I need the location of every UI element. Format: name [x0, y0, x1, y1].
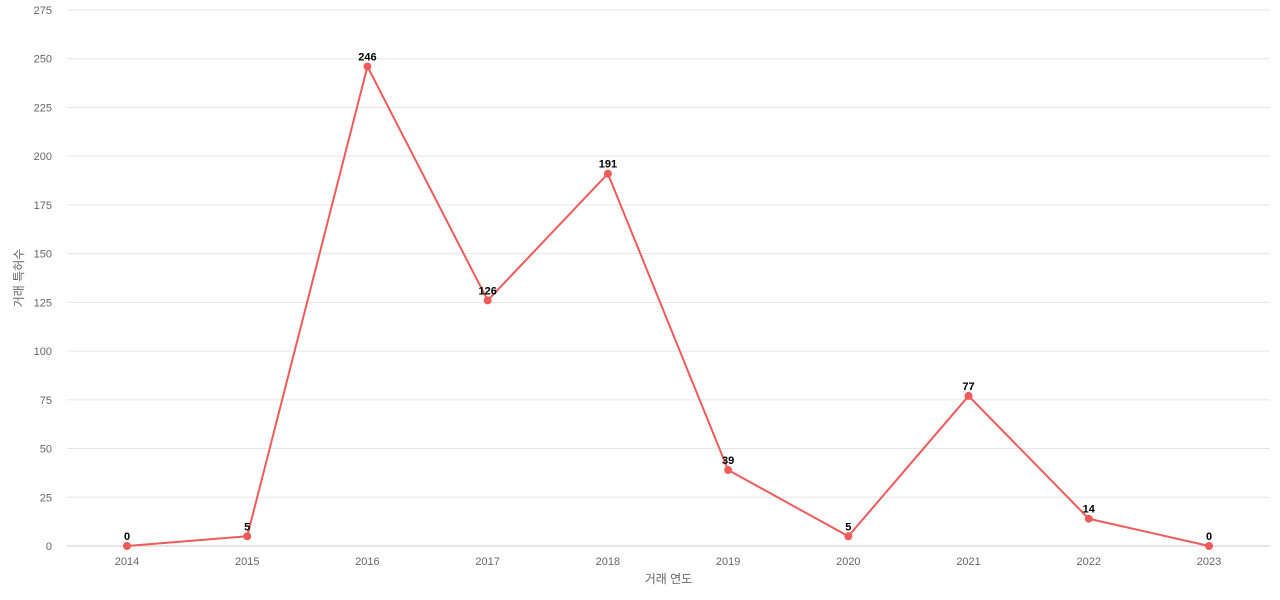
x-tick-label: 2018 [596, 556, 620, 568]
data-label: 39 [722, 455, 734, 467]
data-point[interactable] [1084, 514, 1093, 523]
y-tick-label: 25 [40, 492, 52, 504]
data-point[interactable] [483, 296, 492, 305]
data-label: 0 [124, 531, 130, 543]
data-point[interactable] [1205, 542, 1213, 550]
data-point[interactable] [243, 532, 252, 541]
data-label: 191 [599, 159, 617, 171]
y-axis-title: 거래 특허수 [12, 249, 26, 308]
grid-layer [67, 9, 1270, 498]
data-point[interactable] [123, 542, 131, 550]
x-tick-label: 2015 [235, 556, 259, 568]
data-label: 14 [1083, 504, 1096, 516]
y-tick-label: 225 [34, 102, 52, 114]
y-tick-label: 250 [34, 54, 52, 66]
y-tick-label: 100 [34, 346, 52, 358]
data-label-layer: 0 5 246 126 191 39 5 77 14 0 [124, 52, 1212, 543]
x-tick-label: 2014 [115, 556, 139, 568]
data-label: 5 [244, 521, 250, 533]
y-tick-label: 50 [40, 444, 52, 456]
data-point[interactable] [844, 532, 853, 541]
data-label: 77 [962, 381, 974, 393]
x-axis-title: 거래 연도 [645, 572, 693, 586]
data-point[interactable] [724, 465, 733, 474]
data-label: 0 [1206, 531, 1212, 543]
data-label: 5 [845, 521, 851, 533]
x-tick-label: 2016 [355, 556, 379, 568]
data-point[interactable] [964, 391, 973, 400]
data-point[interactable] [363, 62, 372, 71]
data-label: 126 [478, 285, 496, 297]
data-label: 246 [358, 52, 376, 64]
y-tick-label: 125 [34, 297, 52, 309]
series-layer [123, 62, 1213, 550]
x-tick-label: 2017 [475, 556, 499, 568]
x-tick-label: 2020 [836, 556, 860, 568]
y-tick-label: 175 [34, 200, 52, 212]
y-tick-label: 75 [40, 395, 52, 407]
y-tick-label: 150 [34, 249, 52, 261]
y-tick-label: 0 [46, 541, 52, 553]
series-line [126, 65, 1210, 547]
x-tick-label: 2022 [1077, 556, 1101, 568]
x-tick-label: 2023 [1197, 556, 1221, 568]
x-tick-label: 2021 [956, 556, 980, 568]
data-point[interactable] [603, 169, 612, 178]
x-tick-label: 2019 [716, 556, 740, 568]
y-tick-label: 275 [34, 5, 52, 17]
y-tick-label: 200 [34, 151, 52, 163]
